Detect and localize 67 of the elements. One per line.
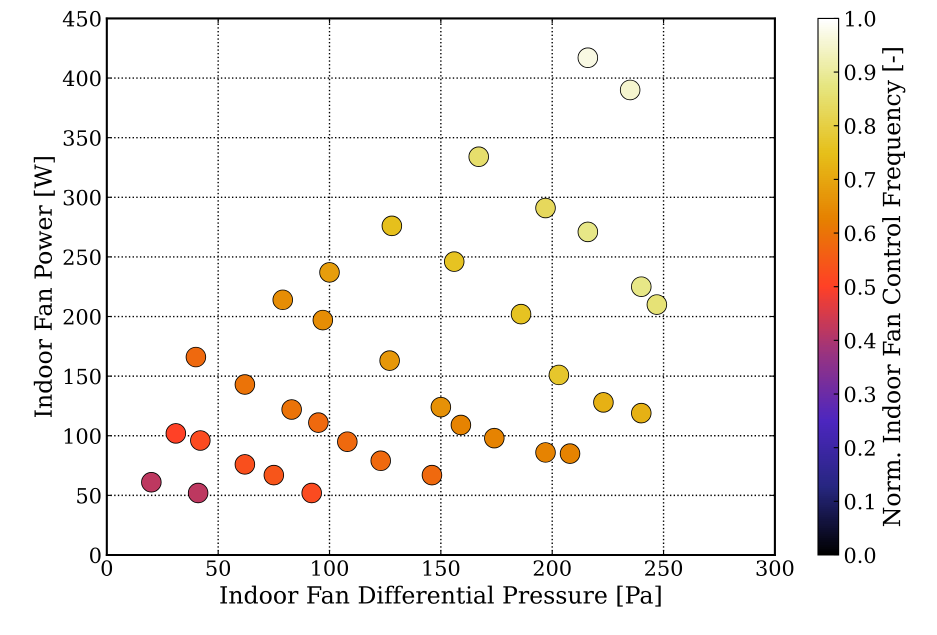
- color-bar-label: 0.1: [844, 494, 874, 510]
- y-tick-label: 400: [62, 70, 101, 86]
- point: [484, 428, 505, 448]
- point: [141, 472, 162, 492]
- point: [631, 402, 652, 424]
- color-bar-title: Norm. Indoor Fan Control Frequency [-]: [882, 48, 906, 526]
- point: [535, 442, 556, 463]
- point: [379, 350, 400, 371]
- y-tick-label: 450: [62, 10, 101, 27]
- color-bar-label: 0.8: [844, 118, 876, 134]
- point: [319, 262, 340, 283]
- point: [535, 198, 556, 218]
- y-tick-label: 200: [64, 308, 101, 325]
- point: [337, 431, 358, 452]
- point: [620, 80, 640, 100]
- point: [450, 414, 472, 436]
- point: [422, 464, 442, 486]
- point: [301, 482, 322, 504]
- x-tick-label: 100: [312, 560, 348, 576]
- x-tick-label: 200: [534, 560, 571, 576]
- point: [234, 374, 256, 395]
- y-tick-label: 350: [64, 130, 101, 146]
- y-tick-label: 150: [64, 368, 101, 384]
- point: [272, 290, 293, 310]
- color-bar-label: 0.4: [844, 332, 876, 349]
- point: [188, 482, 208, 504]
- color-bar-label: 0.3: [844, 386, 876, 402]
- color-bar-label: 0.7: [844, 172, 876, 188]
- point: [578, 222, 598, 242]
- color-bar-label: 1.0: [846, 10, 876, 27]
- point: [560, 443, 580, 464]
- point: [510, 304, 532, 324]
- color-bar-label: 0.9: [844, 64, 876, 80]
- y-tick-label: 300: [64, 190, 101, 206]
- point: [430, 396, 452, 418]
- x-axis-title: Indoor Fan Differential Pressure [Pa]: [220, 586, 661, 607]
- point: [382, 216, 402, 236]
- point: [631, 276, 652, 297]
- x-tick-label: 300: [756, 560, 794, 576]
- point: [264, 464, 284, 486]
- x-tick-label: 50: [206, 560, 230, 576]
- point: [444, 251, 464, 272]
- color-bar-label: 0.6: [844, 226, 876, 242]
- y-axis-title: Indoor Fan Power [W]: [34, 157, 55, 418]
- x-tick-label: 250: [645, 560, 682, 576]
- y-tick-label: 50: [77, 488, 101, 504]
- point: [308, 412, 329, 433]
- y-tick-label: 100: [64, 428, 101, 444]
- point: [646, 294, 668, 315]
- x-tick-label: 0: [102, 560, 112, 576]
- y-tick-label: 0: [90, 547, 101, 564]
- point: [234, 454, 256, 475]
- point: [578, 48, 598, 68]
- point: [593, 392, 614, 413]
- color-bar-label: 0.0: [844, 547, 876, 564]
- point: [548, 364, 570, 386]
- y-tick-label: 250: [64, 249, 101, 266]
- point: [468, 146, 489, 167]
- x-tick-label: 150: [424, 560, 460, 576]
- color-bar-label: 0.2: [844, 440, 875, 456]
- point: [370, 450, 391, 472]
- point: [166, 423, 186, 444]
- point: [186, 346, 206, 368]
- point: [281, 399, 302, 420]
- point: [190, 430, 211, 451]
- color-bar-label: 0.5: [844, 279, 875, 295]
- point: [312, 310, 334, 330]
